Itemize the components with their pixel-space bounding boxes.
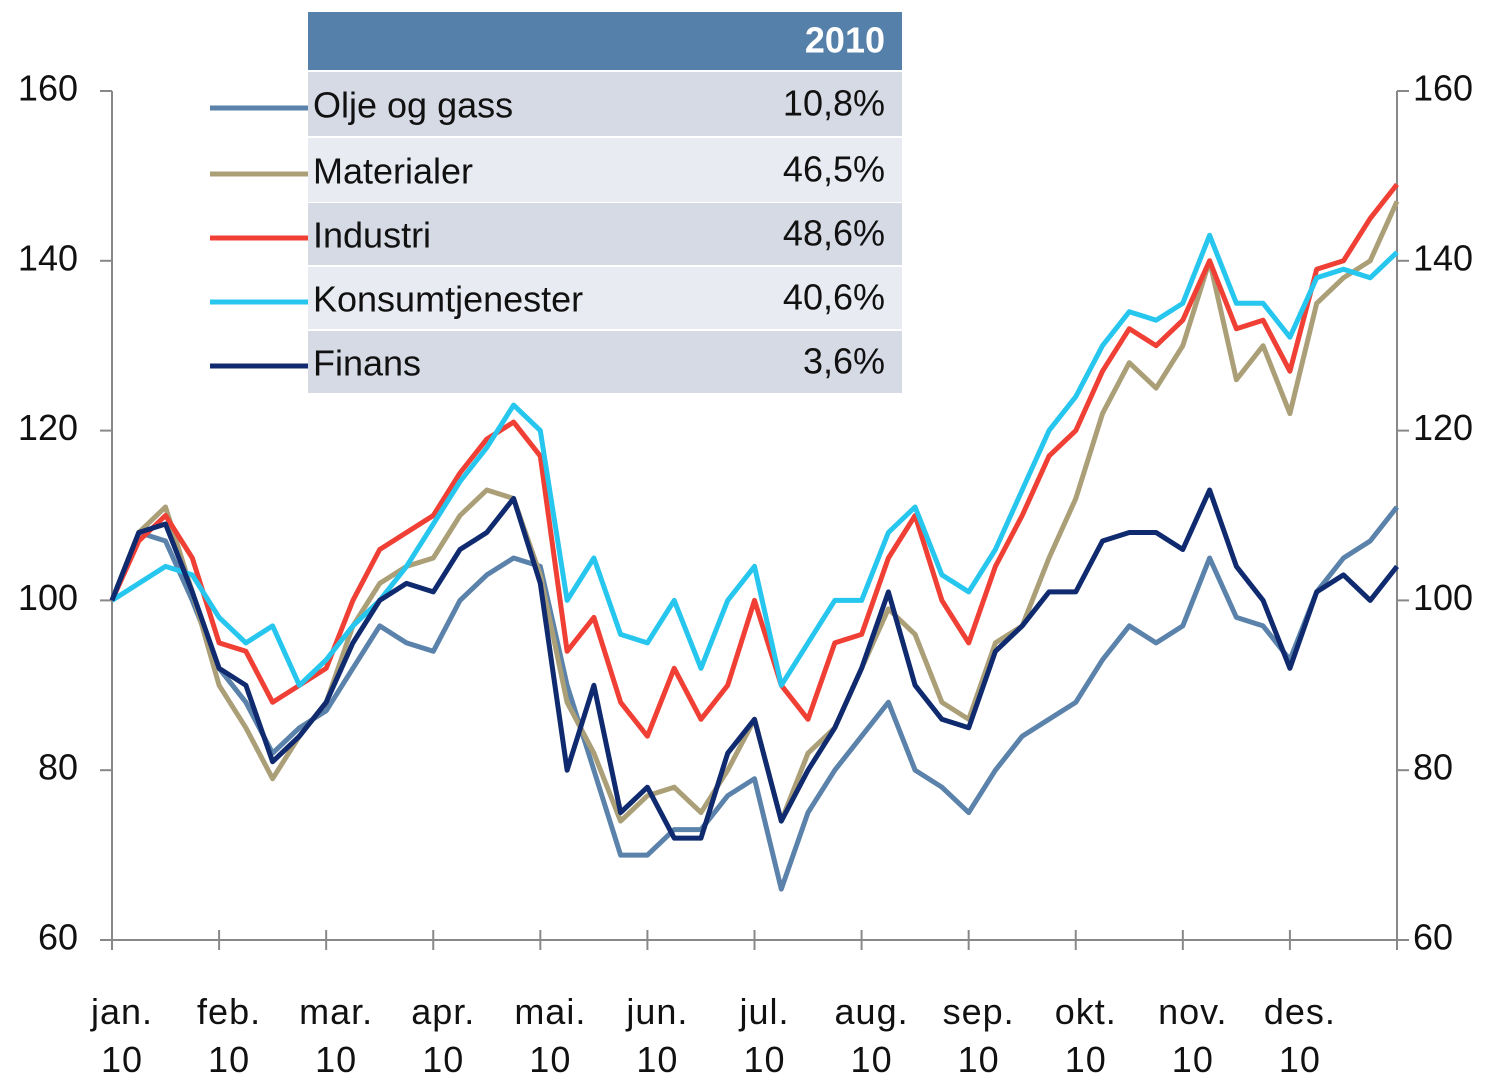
legend-label: Konsumtjenester [313, 279, 583, 320]
legend-row-bg [308, 267, 902, 329]
series-line [109, 505, 1399, 892]
y-tick-label: 120 [18, 407, 78, 448]
y2-tick-label: 120 [1413, 407, 1473, 448]
y-tick-label: 100 [18, 577, 78, 618]
legend-change: 40,6% [783, 277, 885, 318]
legend-change: 10,8% [783, 83, 885, 124]
x-tick-label: mai. 10 [514, 991, 587, 1080]
y2-tick-label: 60 [1413, 917, 1453, 958]
y2-tick-label: 140 [1413, 237, 1473, 278]
legend-change: 48,6% [783, 213, 885, 254]
series-line [110, 232, 1399, 688]
legend-label: Finans [313, 343, 421, 384]
legend-header: 2010 [805, 20, 885, 61]
y2-tick-label: 80 [1413, 747, 1453, 788]
legend-row-bg [308, 72, 902, 136]
x-tick-label: apr. 10 [411, 991, 476, 1080]
legend-header-bg [308, 12, 902, 70]
x-tick-label: jul. 10 [739, 991, 790, 1080]
x-tick-label: feb. 10 [197, 991, 262, 1080]
y2-tick-label: 160 [1413, 68, 1473, 109]
x-tick-label: nov. 10 [1158, 991, 1228, 1080]
x-tick-label: aug. 10 [834, 991, 909, 1080]
series-line [109, 182, 1399, 739]
x-tick-label: okt. 10 [1054, 991, 1117, 1080]
legend-label: Industri [313, 215, 431, 256]
x-tick-label: sep. 10 [942, 991, 1015, 1080]
x-tick-label: des. 10 [1263, 991, 1336, 1080]
series-line [109, 487, 1399, 841]
legend-label: Olje og gass [313, 85, 513, 126]
y-tick-label: 60 [38, 917, 78, 958]
legend-row-bg [308, 331, 902, 393]
x-tick-label: mar. 10 [299, 991, 374, 1080]
x-tick-label: jun. 10 [626, 991, 689, 1080]
legend-row-bg [308, 138, 902, 202]
legend-change: 46,5% [783, 149, 885, 190]
y-tick-label: 140 [18, 237, 78, 278]
y2-tick-label: 100 [1413, 577, 1473, 618]
legend-row-bg [308, 203, 902, 265]
legend-change: 3,6% [803, 341, 885, 382]
y-tick-label: 80 [38, 747, 78, 788]
y-tick-label: 160 [18, 68, 78, 109]
legend-label: Materialer [313, 151, 473, 192]
x-tick-label: jan. 10 [90, 991, 154, 1080]
